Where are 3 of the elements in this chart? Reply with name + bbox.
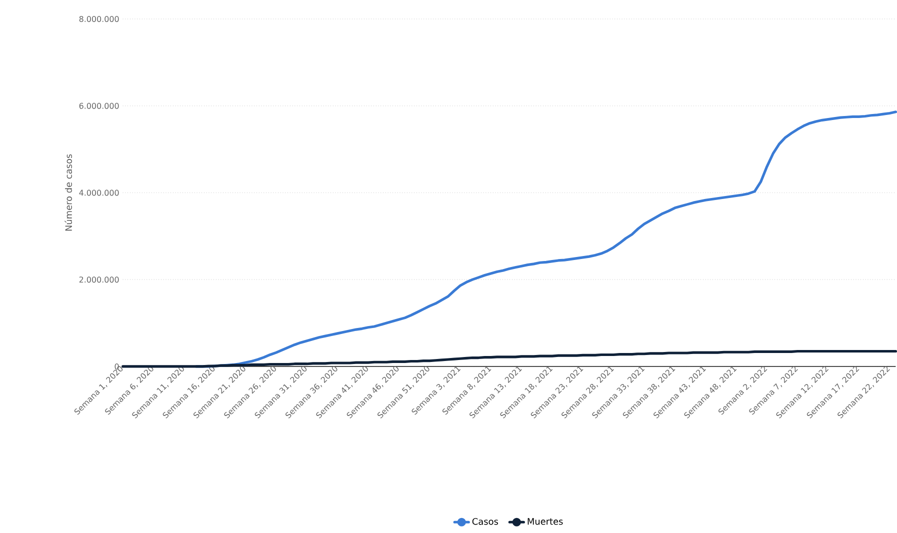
y-axis-title: Número de casos — [64, 154, 72, 231]
legend-label: Muertes — [528, 518, 563, 525]
legend-label: Casos — [472, 518, 498, 525]
